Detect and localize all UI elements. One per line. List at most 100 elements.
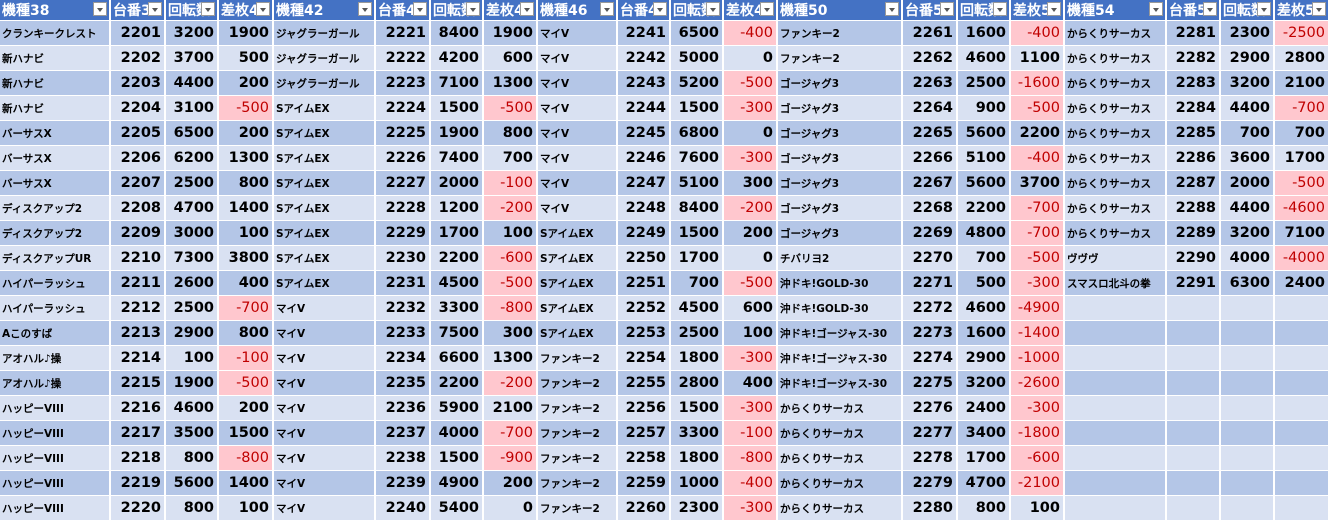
- cell-diff[interactable]: 100: [723, 320, 778, 346]
- cell-machine[interactable]: ジャグラーガール: [273, 45, 376, 71]
- cell-spins[interactable]: 5600: [957, 170, 1011, 196]
- cell-diff[interactable]: -100: [483, 170, 538, 196]
- cell-machine[interactable]: ハッピーVIII: [0, 495, 111, 521]
- cell-spins[interactable]: 7300: [165, 245, 219, 271]
- cell-spins[interactable]: 5600: [957, 120, 1011, 146]
- cell-spins[interactable]: 6600: [430, 345, 484, 371]
- cell-machine[interactable]: バーサスX: [0, 170, 111, 196]
- cell-spins[interactable]: 5400: [430, 495, 484, 521]
- cell-spins[interactable]: 6300: [1220, 270, 1275, 296]
- cell-spins[interactable]: 4700: [165, 195, 219, 221]
- cell-machine[interactable]: 沖ドキ!ゴージャス-30: [777, 320, 903, 346]
- cell-machine[interactable]: からくりサーカス: [1064, 20, 1167, 46]
- cell-spins[interactable]: 2900: [165, 320, 219, 346]
- cell-machine[interactable]: 沖ドキ!ゴージャス-30: [777, 345, 903, 371]
- cell-diff[interactable]: 400: [723, 370, 778, 396]
- cell-spins[interactable]: 4600: [957, 45, 1011, 71]
- cell-unit-no[interactable]: 2223: [375, 70, 431, 96]
- cell-machine[interactable]: マイV: [273, 445, 376, 471]
- cell-spins[interactable]: 7600: [670, 145, 724, 171]
- cell-unit-no[interactable]: 2239: [375, 470, 431, 496]
- cell-machine[interactable]: 沖ドキ!GOLD-30: [777, 295, 903, 321]
- cell-spins[interactable]: 2200: [430, 370, 484, 396]
- cell-machine[interactable]: SアイムEX: [537, 220, 618, 246]
- cell-machine[interactable]: [1064, 395, 1167, 421]
- cell-diff[interactable]: [1274, 470, 1329, 496]
- cell-unit-no[interactable]: 2240: [375, 495, 431, 521]
- cell-machine[interactable]: マイV: [537, 45, 618, 71]
- cell-spins[interactable]: 800: [957, 495, 1011, 521]
- cell-diff[interactable]: -300: [723, 395, 778, 421]
- cell-unit-no[interactable]: 2274: [902, 345, 958, 371]
- cell-spins[interactable]: 800: [165, 495, 219, 521]
- cell-diff[interactable]: -800: [218, 445, 274, 471]
- filter-dropdown-icon[interactable]: [1203, 2, 1217, 16]
- cell-spins[interactable]: 4200: [430, 45, 484, 71]
- cell-spins[interactable]: 6200: [165, 145, 219, 171]
- cell-unit-no[interactable]: 2261: [902, 20, 958, 46]
- cell-machine[interactable]: ファンキー2: [537, 445, 618, 471]
- cell-machine[interactable]: ジャグラーガール: [273, 20, 376, 46]
- cell-machine[interactable]: ヴヴヴ: [1064, 245, 1167, 271]
- cell-machine[interactable]: ゴージャグ3: [777, 70, 903, 96]
- cell-spins[interactable]: 3200: [957, 370, 1011, 396]
- cell-diff[interactable]: -400: [723, 470, 778, 496]
- cell-spins[interactable]: 3200: [1220, 70, 1275, 96]
- cell-machine[interactable]: チバリヨ2: [777, 245, 903, 271]
- cell-machine[interactable]: ディスクアップUR: [0, 245, 111, 271]
- cell-machine[interactable]: [1064, 495, 1167, 521]
- cell-spins[interactable]: [1220, 345, 1275, 371]
- cell-diff[interactable]: 3800: [218, 245, 274, 271]
- cell-unit-no[interactable]: 2273: [902, 320, 958, 346]
- cell-spins[interactable]: 4900: [430, 470, 484, 496]
- cell-spins[interactable]: 4600: [957, 295, 1011, 321]
- cell-machine[interactable]: からくりサーカス: [1064, 170, 1167, 196]
- cell-unit-no[interactable]: 2264: [902, 95, 958, 121]
- cell-spins[interactable]: 3100: [165, 95, 219, 121]
- cell-diff[interactable]: -500: [483, 95, 538, 121]
- filter-dropdown-icon[interactable]: [1149, 2, 1163, 16]
- cell-spins[interactable]: 1500: [670, 95, 724, 121]
- filter-dropdown-icon[interactable]: [520, 2, 534, 16]
- cell-spins[interactable]: 1600: [957, 320, 1011, 346]
- cell-spins[interactable]: 1600: [957, 20, 1011, 46]
- cell-machine[interactable]: [1064, 445, 1167, 471]
- cell-diff[interactable]: 2400: [1274, 270, 1329, 296]
- cell-machine[interactable]: SアイムEX: [273, 245, 376, 271]
- cell-spins[interactable]: 3200: [165, 20, 219, 46]
- cell-unit-no[interactable]: 2215: [110, 370, 166, 396]
- cell-diff[interactable]: 700: [1274, 120, 1329, 146]
- cell-diff[interactable]: 700: [483, 145, 538, 171]
- filter-dropdown-icon[interactable]: [93, 2, 107, 16]
- cell-machine[interactable]: からくりサーカス: [1064, 45, 1167, 71]
- cell-diff[interactable]: -800: [723, 445, 778, 471]
- cell-unit-no[interactable]: [1166, 345, 1221, 371]
- cell-machine[interactable]: SアイムEX: [537, 245, 618, 271]
- filter-dropdown-icon[interactable]: [940, 2, 954, 16]
- cell-spins[interactable]: 2500: [165, 170, 219, 196]
- cell-diff[interactable]: -500: [1274, 170, 1329, 196]
- cell-diff[interactable]: -4600: [1274, 195, 1329, 221]
- cell-spins[interactable]: 2600: [165, 270, 219, 296]
- cell-spins[interactable]: 100: [165, 345, 219, 371]
- cell-spins[interactable]: [1220, 395, 1275, 421]
- cell-spins[interactable]: 1500: [430, 445, 484, 471]
- cell-machine[interactable]: SアイムEX: [273, 145, 376, 171]
- cell-spins[interactable]: 2300: [670, 495, 724, 521]
- cell-diff[interactable]: 200: [218, 70, 274, 96]
- filter-dropdown-icon[interactable]: [358, 2, 372, 16]
- filter-dropdown-icon[interactable]: [466, 2, 480, 16]
- cell-unit-no[interactable]: 2225: [375, 120, 431, 146]
- cell-machine[interactable]: クランキークレスト: [0, 20, 111, 46]
- cell-diff[interactable]: 1900: [218, 20, 274, 46]
- cell-diff[interactable]: 3700: [1010, 170, 1065, 196]
- cell-diff[interactable]: 1900: [483, 20, 538, 46]
- cell-spins[interactable]: 3300: [430, 295, 484, 321]
- cell-spins[interactable]: 5100: [957, 145, 1011, 171]
- cell-spins[interactable]: [1220, 445, 1275, 471]
- cell-diff[interactable]: -700: [483, 420, 538, 446]
- filter-dropdown-icon[interactable]: [256, 2, 270, 16]
- cell-spins[interactable]: 8400: [430, 20, 484, 46]
- cell-spins[interactable]: 3000: [165, 220, 219, 246]
- cell-diff[interactable]: -800: [483, 295, 538, 321]
